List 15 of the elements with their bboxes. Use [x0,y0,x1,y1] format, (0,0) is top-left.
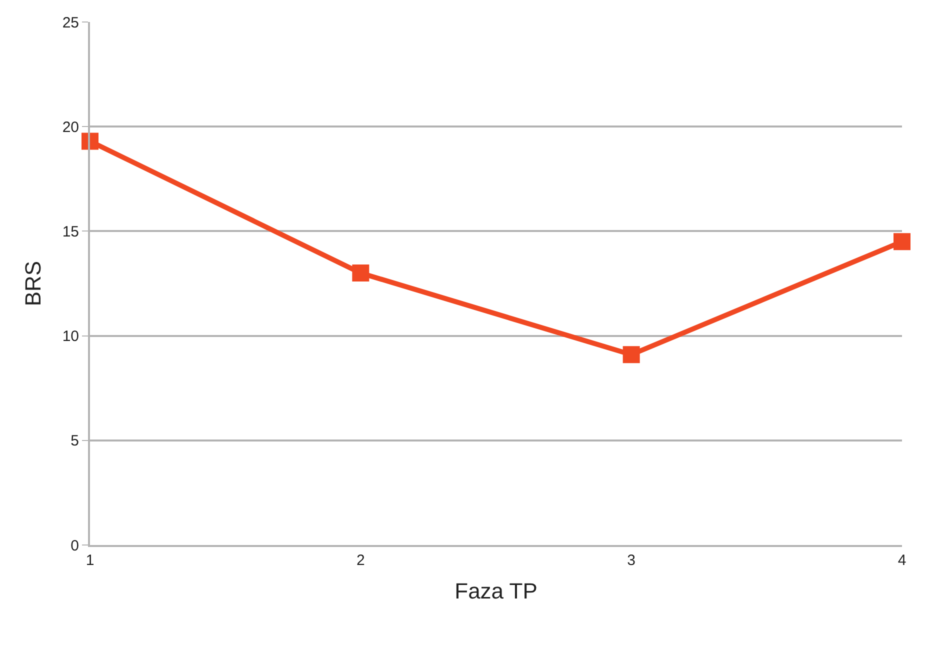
x-tick-label: 2 [356,552,365,569]
x-tick-label: 3 [627,552,636,569]
x-axis-title: Faza TP [454,578,538,604]
y-tick-label: 0 [70,537,79,554]
y-tick-label: 5 [70,432,79,450]
y-tick-label: 10 [62,328,79,346]
point [894,233,910,250]
y-axis-title: BRS [20,260,46,306]
point [622,346,640,364]
x-tick-label: 1 [86,552,94,569]
y-tick-label: 25 [62,14,79,32]
x-tick-label: 4 [898,552,906,569]
y-tick-label: 20 [62,118,79,136]
point [352,264,370,282]
y-tick-label: 15 [62,223,79,240]
